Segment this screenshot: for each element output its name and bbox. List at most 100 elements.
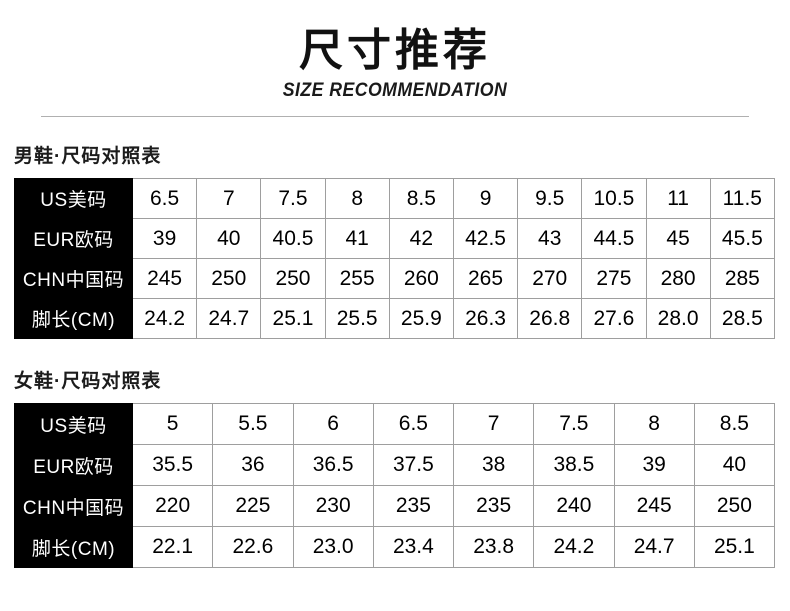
row-label-us: US美码 (14, 178, 133, 220)
table-cell: 9.5 (517, 178, 583, 220)
row-label-eur: EUR欧码 (14, 444, 133, 487)
table-cell: 250 (693, 485, 776, 528)
table-cell: 40 (196, 218, 262, 260)
table-cell: 10.5 (581, 178, 647, 220)
table-row: EUR欧码 39 40 40.5 41 42 42.5 43 44.5 45 4… (14, 218, 776, 260)
table-cell: 38.5 (533, 444, 615, 487)
table-cell: 240 (533, 485, 615, 528)
table-cell: 41 (324, 218, 390, 260)
table-cell: 11 (645, 178, 711, 220)
table-cell: 8.5 (693, 403, 776, 446)
table-cell: 36 (212, 444, 294, 487)
table-cell: 37.5 (372, 444, 455, 487)
table-cell: 6 (292, 403, 374, 446)
table-row: 脚长(CM) 22.1 22.6 23.0 23.4 23.8 24.2 24.… (14, 526, 776, 569)
table-cell: 220 (131, 485, 214, 528)
row-label-us: US美码 (14, 403, 133, 446)
table-cell: 245 (131, 258, 198, 300)
table-cell: 250 (260, 258, 326, 300)
table-cell: 39 (131, 218, 198, 260)
row-label-footlength: 脚长(CM) (14, 526, 133, 569)
table-cell: 11.5 (709, 178, 776, 220)
table-cell: 6.5 (372, 403, 455, 446)
table-cell: 7 (196, 178, 262, 220)
womens-size-table: US美码 5 5.5 6 6.5 7 7.5 8 8.5 EUR欧码 35.5 … (14, 403, 776, 569)
table-cell: 235 (452, 485, 535, 528)
table-cell: 245 (613, 485, 695, 528)
table-cell: 280 (645, 258, 711, 300)
table-cell: 39 (613, 444, 695, 487)
table-cell: 25.1 (693, 526, 776, 569)
table-cell: 40 (693, 444, 776, 487)
table-cell: 42 (388, 218, 454, 260)
womens-size-section: 女鞋·尺码对照表 US美码 5 5.5 6 6.5 7 7.5 8 8.5 EU… (14, 366, 790, 569)
row-label-eur: EUR欧码 (14, 218, 133, 260)
table-cell: 24.2 (131, 298, 198, 340)
table-cell: 23.0 (292, 526, 374, 569)
table-row: US美码 6.5 7 7.5 8 8.5 9 9.5 10.5 11 11.5 (14, 178, 776, 220)
row-label-chn: CHN中国码 (14, 258, 133, 300)
row-label-footlength: 脚长(CM) (14, 298, 133, 340)
table-row: EUR欧码 35.5 36 36.5 37.5 38 38.5 39 40 (14, 444, 776, 487)
table-cell: 230 (292, 485, 374, 528)
table-cell: 270 (517, 258, 583, 300)
table-cell: 22.1 (131, 526, 214, 569)
table-cell: 285 (709, 258, 776, 300)
table-cell: 38 (452, 444, 535, 487)
table-cell: 23.8 (452, 526, 535, 569)
table-cell: 28.5 (709, 298, 776, 340)
table-cell: 45 (645, 218, 711, 260)
womens-table-body: US美码 5 5.5 6 6.5 7 7.5 8 8.5 EUR欧码 35.5 … (14, 403, 776, 569)
mens-size-section: 男鞋·尺码对照表 US美码 6.5 7 7.5 8 8.5 9 9.5 10.5… (14, 141, 790, 340)
table-cell: 25.5 (324, 298, 390, 340)
table-cell: 8 (324, 178, 390, 220)
table-cell: 6.5 (131, 178, 198, 220)
page-subtitle: SIZE RECOMMENDATION (282, 80, 508, 102)
table-cell: 5.5 (212, 403, 294, 446)
table-cell: 8.5 (388, 178, 454, 220)
table-cell: 43 (517, 218, 583, 260)
table-row: 脚长(CM) 24.2 24.7 25.1 25.5 25.9 26.3 26.… (14, 298, 776, 340)
table-cell: 26.8 (517, 298, 583, 340)
table-cell: 44.5 (581, 218, 647, 260)
table-cell: 9 (452, 178, 519, 220)
table-cell: 22.6 (212, 526, 294, 569)
table-row: CHN中国码 245 250 250 255 260 265 270 275 2… (14, 258, 776, 300)
page-header: 尺寸推荐 SIZE RECOMMENDATION (0, 0, 790, 118)
mens-table-body: US美码 6.5 7 7.5 8 8.5 9 9.5 10.5 11 11.5 … (14, 178, 776, 340)
table-cell: 23.4 (372, 526, 455, 569)
table-row: US美码 5 5.5 6 6.5 7 7.5 8 8.5 (14, 403, 776, 446)
table-cell: 235 (372, 485, 455, 528)
table-cell: 40.5 (260, 218, 326, 260)
table-cell: 275 (581, 258, 647, 300)
table-cell: 24.7 (196, 298, 262, 340)
table-cell: 24.7 (613, 526, 695, 569)
table-cell: 265 (452, 258, 519, 300)
table-cell: 45.5 (709, 218, 776, 260)
table-cell: 5 (131, 403, 214, 446)
table-cell: 8 (613, 403, 695, 446)
table-cell: 26.3 (452, 298, 519, 340)
table-cell: 35.5 (131, 444, 214, 487)
table-cell: 24.2 (533, 526, 615, 569)
table-cell: 250 (196, 258, 262, 300)
row-label-chn: CHN中国码 (14, 485, 133, 528)
table-cell: 255 (324, 258, 390, 300)
table-cell: 27.6 (581, 298, 647, 340)
table-cell: 260 (388, 258, 454, 300)
table-cell: 7.5 (260, 178, 326, 220)
table-cell: 36.5 (292, 444, 374, 487)
table-cell: 7.5 (533, 403, 615, 446)
mens-section-title: 男鞋·尺码对照表 (14, 146, 162, 168)
table-cell: 28.0 (645, 298, 711, 340)
table-cell: 225 (212, 485, 294, 528)
table-cell: 25.9 (388, 298, 454, 340)
header-divider (41, 116, 749, 118)
table-row: CHN中国码 220 225 230 235 235 240 245 250 (14, 485, 776, 528)
table-cell: 42.5 (452, 218, 519, 260)
table-cell: 25.1 (260, 298, 326, 340)
table-cell: 7 (452, 403, 535, 446)
womens-section-title: 女鞋·尺码对照表 (14, 371, 162, 393)
page-title: 尺寸推荐 (299, 26, 491, 75)
mens-size-table: US美码 6.5 7 7.5 8 8.5 9 9.5 10.5 11 11.5 … (14, 178, 776, 340)
